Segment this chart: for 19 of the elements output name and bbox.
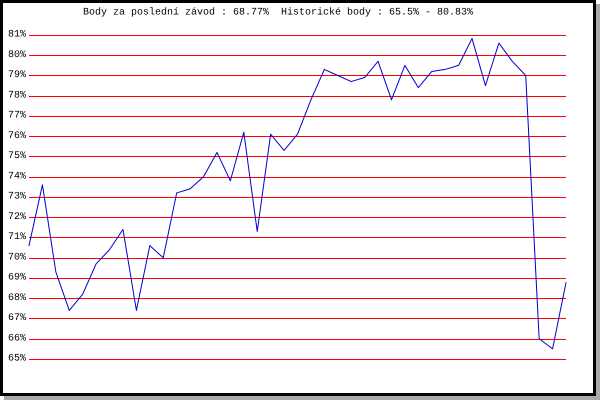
y-tick-label: 75% (8, 151, 26, 162)
y-tick-label: 73% (8, 192, 26, 202)
y-tick-label: 76% (8, 130, 26, 142)
y-tick-label: 67% (8, 313, 26, 324)
y-tick-label: 80% (8, 50, 26, 61)
y-tick-label: 81% (8, 30, 26, 40)
y-tick-label: 72% (8, 212, 26, 223)
y-tick-label: 77% (8, 110, 26, 122)
line-series (28, 38, 566, 350)
y-tick-label: 70% (8, 252, 26, 264)
y-tick-label: 71% (8, 232, 26, 243)
y-tick-label: 69% (8, 272, 26, 284)
chart-title: Body za poslední závod : 68.77% Historické body : 65.5% - 80.83% (83, 6, 474, 18)
y-tick-label: 65% (8, 354, 26, 364)
y-tick-label: 68% (8, 292, 26, 304)
y-tick-label: 66% (8, 333, 26, 344)
y-tick-label: 78% (8, 90, 26, 102)
y-tick-label: 79% (8, 70, 26, 81)
y-tick-label: 74% (8, 171, 26, 182)
